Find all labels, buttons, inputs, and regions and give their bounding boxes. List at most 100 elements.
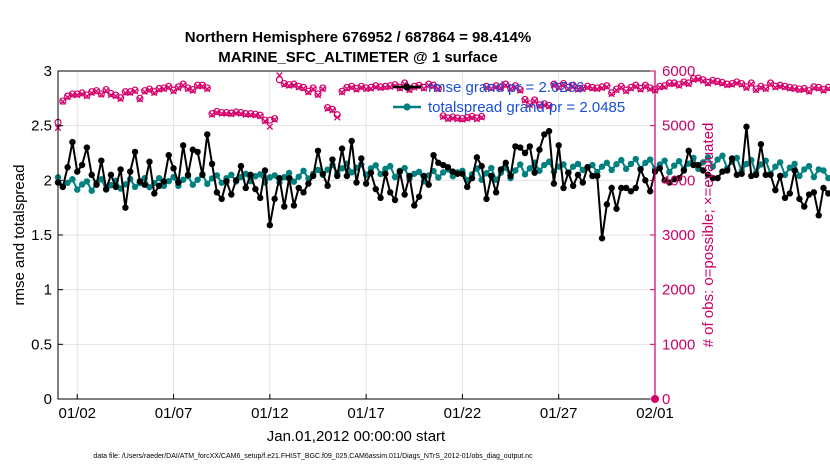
spread-point <box>646 156 654 163</box>
rmse-point <box>232 177 240 184</box>
obs-evaluated-stroke <box>738 81 745 88</box>
rmse-point <box>613 205 620 212</box>
obs-evaluated-stroke <box>642 83 649 90</box>
obs-evaluated-stroke <box>820 87 827 94</box>
obs-evaluated-stroke <box>348 84 355 91</box>
obs-evaluated-point <box>309 85 317 93</box>
rmse-point <box>228 191 235 198</box>
obs-evaluated-stroke <box>73 91 81 99</box>
spread-point <box>709 163 716 170</box>
obs-evaluated-point <box>728 81 736 88</box>
rmse-point <box>334 172 341 180</box>
obs-evaluated-stroke <box>98 91 105 98</box>
obs-evaluated-stroke <box>502 81 510 89</box>
rmse-point <box>151 190 158 197</box>
rmse-point <box>598 235 606 242</box>
spread-point <box>415 168 423 176</box>
obs-evaluated-point <box>757 84 765 91</box>
obs-evaluated-point <box>242 111 250 118</box>
obs-evaluated-point <box>64 93 71 101</box>
obs-evaluated-point <box>584 84 591 91</box>
obs-evaluated-point <box>516 87 524 94</box>
obs-evaluated-point <box>276 72 283 79</box>
obs-possible-point <box>256 111 264 119</box>
rmse-point <box>560 184 567 192</box>
obs-evaluated-point <box>199 83 206 90</box>
spread-point <box>242 170 249 177</box>
obs-possible-point <box>314 90 322 98</box>
rmse-point <box>261 167 269 174</box>
obs-evaluated-stroke <box>170 87 177 95</box>
rmse-point <box>194 148 201 156</box>
spread-point <box>146 183 153 191</box>
spread-point <box>574 160 582 168</box>
obs-possible-point <box>762 84 770 92</box>
obs-evaluated-stroke <box>492 83 500 91</box>
legend: rmse grand pr = 2.0286 totalspread grand… <box>393 79 625 116</box>
spread-point <box>69 176 76 183</box>
obs-evaluated-stroke <box>608 90 615 98</box>
rmse-point <box>439 161 447 169</box>
obs-possible-point <box>593 84 601 92</box>
obs-evaluated-stroke <box>338 89 346 96</box>
rmse-point <box>545 127 553 135</box>
obs-evaluated-stroke <box>541 101 548 109</box>
obs-evaluated-stroke <box>627 85 635 92</box>
obs-evaluated-point <box>666 80 673 88</box>
spread-point <box>786 164 794 171</box>
y-left-tick-label: 1.5 <box>31 227 52 244</box>
spread-point <box>78 181 86 188</box>
rmse-point <box>160 178 168 185</box>
obs-evaluated-point <box>425 81 432 89</box>
obs-evaluated-point <box>497 84 505 92</box>
obs-evaluated-stroke <box>550 81 558 89</box>
obs-evaluated-point <box>122 89 129 97</box>
obs-evaluated-point <box>358 84 365 91</box>
spread-point <box>671 162 678 169</box>
spread-point <box>122 181 129 188</box>
obs-possible-point <box>569 81 577 89</box>
rmse-point <box>189 146 197 153</box>
spread-point <box>666 168 673 176</box>
rmse-point <box>728 155 736 162</box>
rmse-point <box>281 203 288 210</box>
rmse-point <box>387 189 394 196</box>
obs-evaluated-point <box>165 84 172 91</box>
obs-evaluated-point <box>560 81 567 88</box>
obs-evaluated-stroke <box>107 91 115 99</box>
y-left-tick-label: 1 <box>44 282 52 299</box>
obs-evaluated-stroke <box>459 116 466 123</box>
obs-evaluated-stroke <box>699 77 707 85</box>
obs-evaluated-point <box>613 86 620 94</box>
rmse-point <box>796 195 803 203</box>
rmse-point <box>276 174 283 182</box>
spread-point <box>714 156 721 163</box>
spread-point <box>324 166 331 173</box>
obs-evaluated-stroke <box>228 110 235 118</box>
obs-possible-point <box>747 79 755 87</box>
obs-possible-point <box>328 105 337 113</box>
rmse-point <box>314 147 322 155</box>
obs-evaluated-point <box>184 85 192 93</box>
rmse-point <box>661 177 668 184</box>
rmse-point <box>502 159 509 167</box>
obs-evaluated-stroke <box>478 114 485 121</box>
obs-evaluated-stroke <box>213 109 221 116</box>
spread-point <box>194 176 201 183</box>
rmse-point <box>146 158 153 165</box>
rmse-point <box>507 172 514 180</box>
obs-evaluated-point <box>319 85 327 93</box>
obs-evaluated-stroke <box>439 113 447 121</box>
rmse-point <box>526 143 534 150</box>
rmse-point <box>555 142 562 149</box>
obs-evaluated-point <box>825 85 830 92</box>
obs-evaluated-stroke <box>184 85 192 93</box>
obs-evaluated-stroke <box>690 76 697 84</box>
obs-evaluated-stroke <box>531 97 538 105</box>
obs-evaluated-point <box>463 115 471 122</box>
obs-possible-point <box>511 82 519 90</box>
obs-evaluated-stroke <box>637 86 644 93</box>
rmse-point <box>102 185 110 193</box>
obs-evaluated-stroke <box>117 95 124 103</box>
spread-point <box>314 166 322 174</box>
